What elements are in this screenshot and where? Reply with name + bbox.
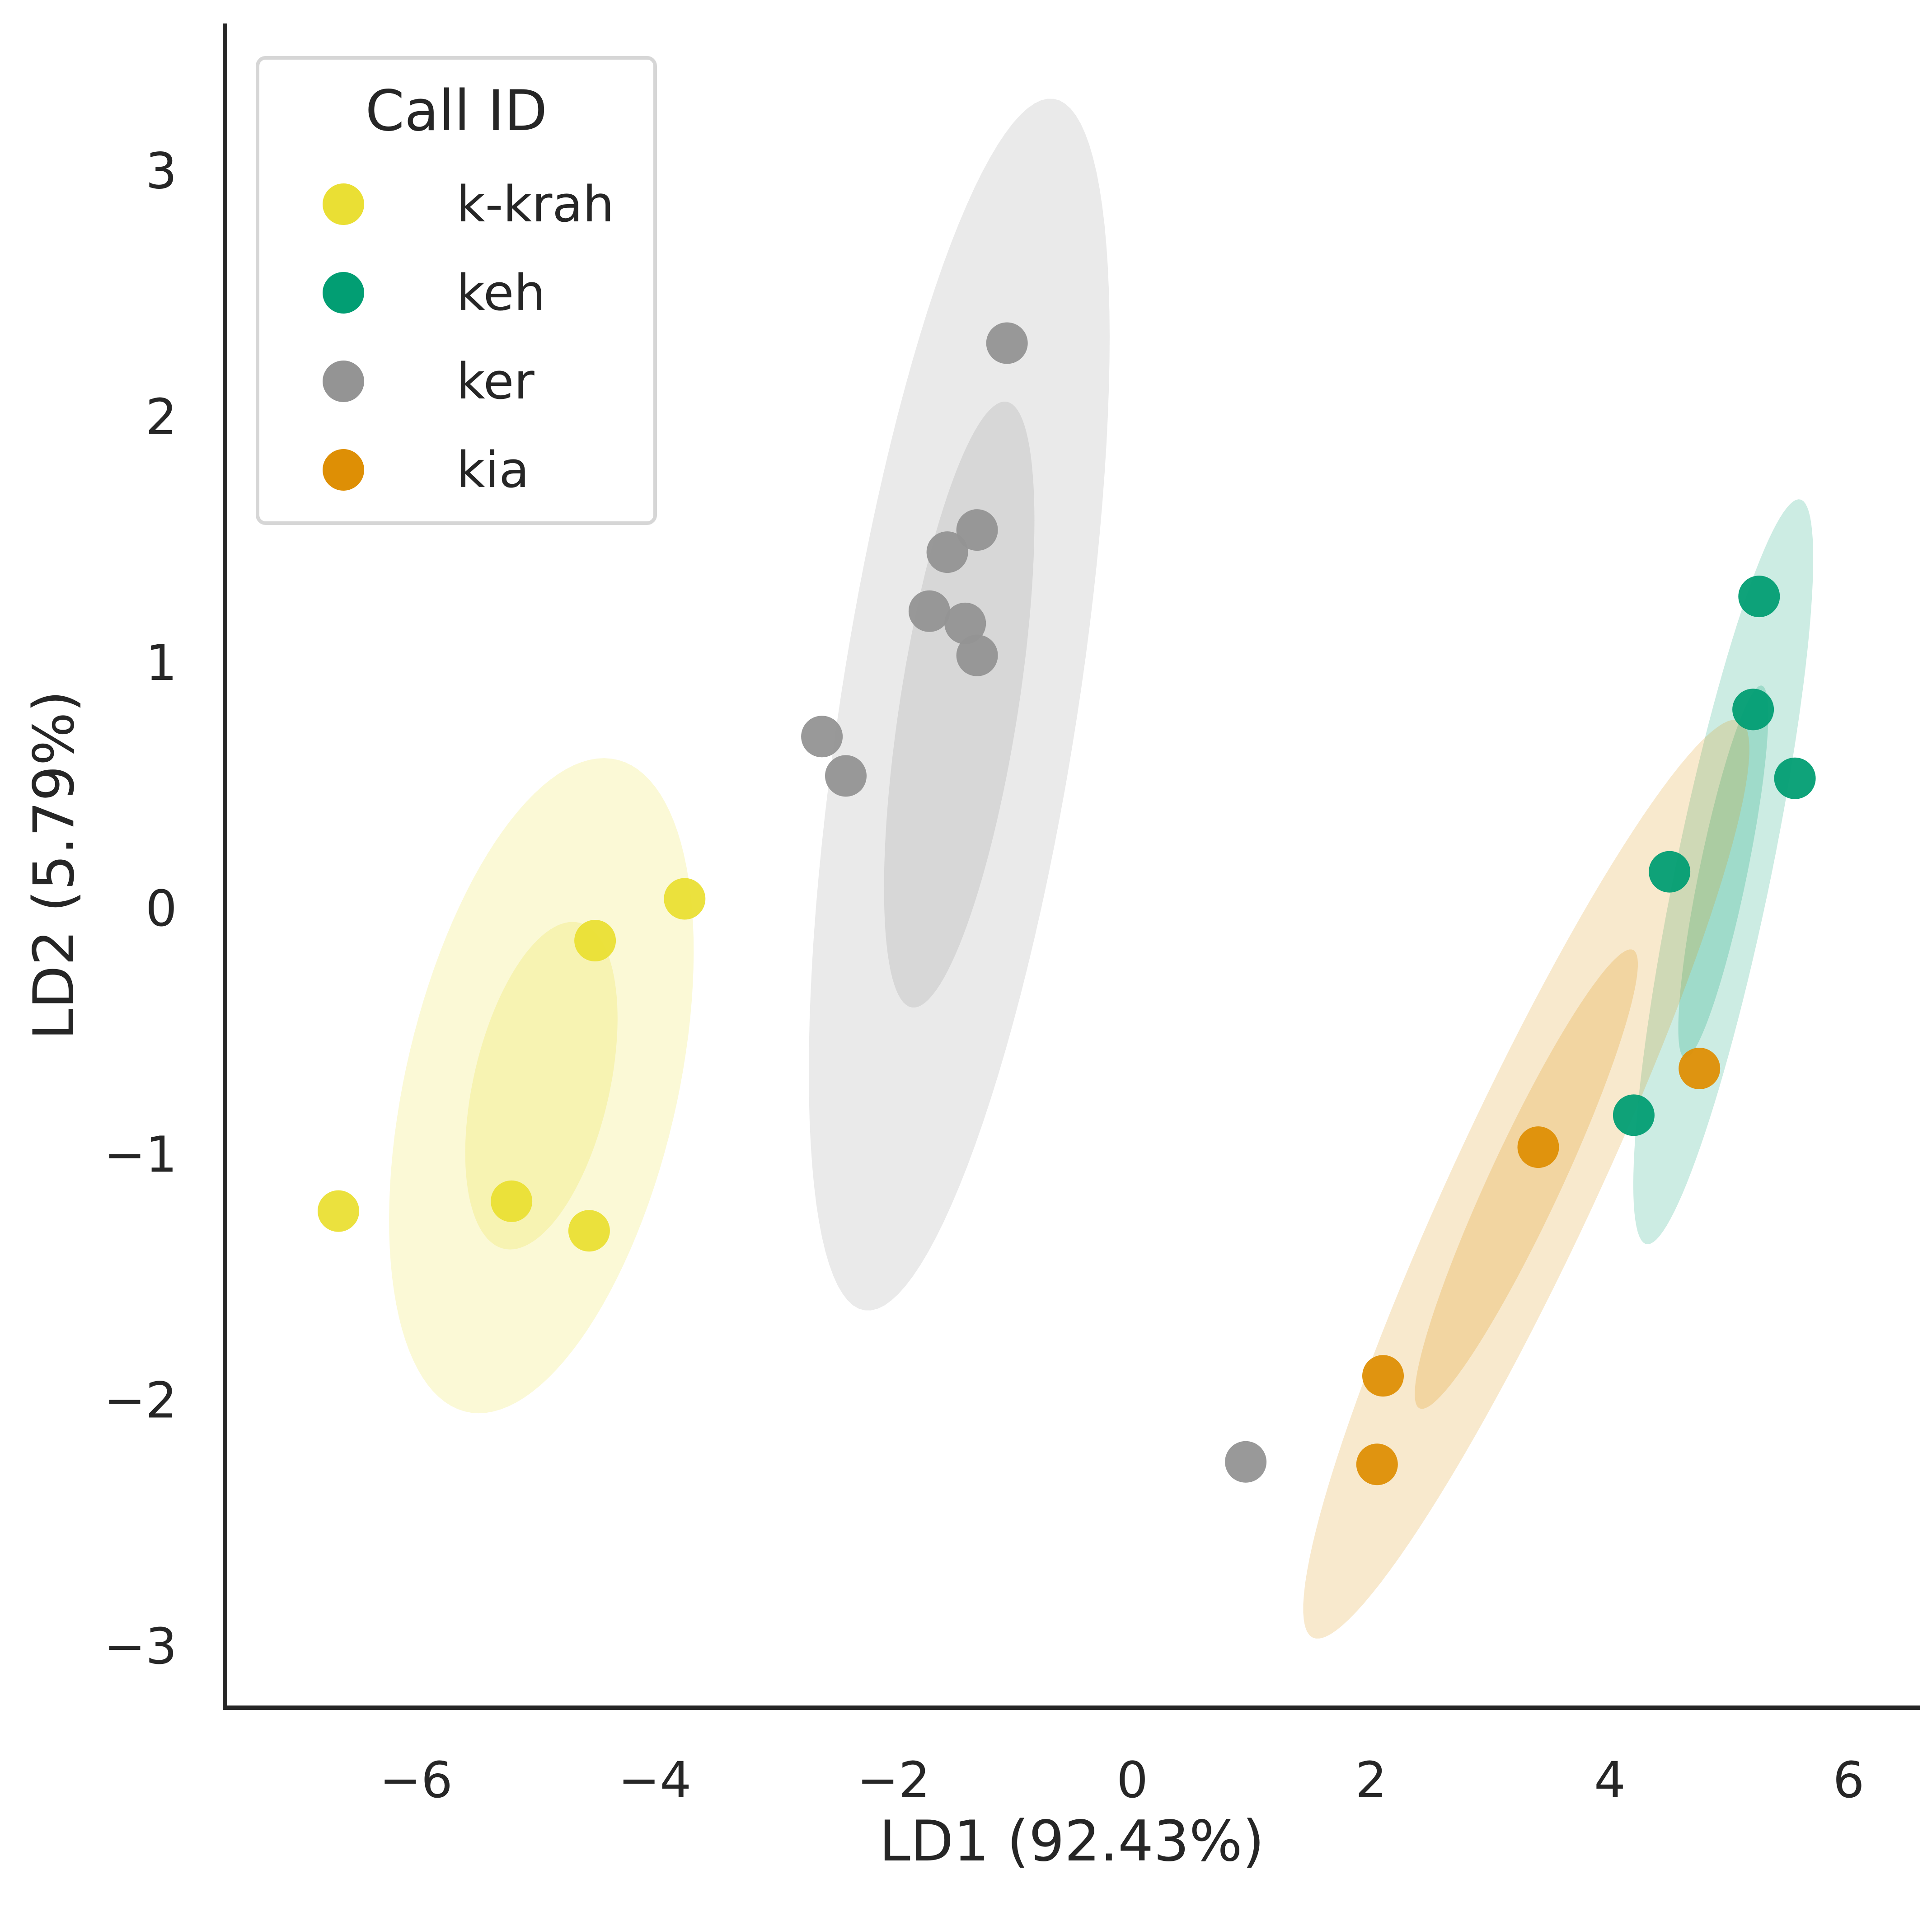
legend-marker-k-krah xyxy=(323,183,364,225)
legend-marker-kia xyxy=(323,449,364,491)
keh-inner-ellipse xyxy=(1678,685,1768,1058)
keh-point xyxy=(1732,689,1774,731)
legend-marker-ker xyxy=(323,361,364,402)
keh-point xyxy=(1738,576,1780,618)
ker-outer-ellipse xyxy=(809,98,1110,1311)
x-tick-label: 2 xyxy=(1355,1751,1387,1809)
y-tick-label: −1 xyxy=(104,1126,177,1184)
x-tick-label: 0 xyxy=(1116,1751,1148,1809)
legend-items: k-krah keh ker kia xyxy=(323,175,614,499)
kia-point xyxy=(1356,1443,1398,1485)
ker-point xyxy=(944,602,986,644)
y-tick-label: 0 xyxy=(145,880,177,937)
ker-inner-ellipse xyxy=(884,402,1035,1007)
kia-point xyxy=(1362,1355,1404,1397)
x-tick-label: 4 xyxy=(1594,1751,1626,1809)
ker-point xyxy=(956,634,998,676)
y-tick-label: 3 xyxy=(145,142,177,200)
legend-title: Call ID xyxy=(366,79,548,144)
legend-label-keh: keh xyxy=(456,264,545,322)
k-krah-point xyxy=(568,1210,610,1252)
k-krah-point xyxy=(664,878,706,920)
legend-frame xyxy=(256,56,657,525)
k-krah-point xyxy=(491,1180,533,1222)
legend-label-kia: kia xyxy=(456,441,530,499)
legend: Call ID k-krah keh ker kia xyxy=(256,56,657,525)
kia-outer-ellipse xyxy=(1303,720,1749,1639)
legend-marker-keh xyxy=(323,272,364,314)
x-axis-title: LD1 (92.43%) xyxy=(879,1809,1264,1874)
y-tick-label: −2 xyxy=(104,1372,177,1429)
legend-label-ker: ker xyxy=(456,352,535,410)
confidence-ellipses xyxy=(389,98,1814,1639)
k-krah-outer-ellipse xyxy=(389,758,694,1414)
ker-point xyxy=(908,590,950,632)
keh-point xyxy=(1613,1094,1655,1136)
ker-point xyxy=(1225,1441,1267,1483)
ker-point xyxy=(801,716,843,758)
ker-point xyxy=(956,509,998,551)
kia-inner-ellipse xyxy=(1415,949,1638,1409)
ker-point xyxy=(926,531,968,573)
k-krah-inner-ellipse xyxy=(465,922,618,1250)
k-krah-point xyxy=(318,1190,359,1232)
y-tick-label: −3 xyxy=(104,1617,177,1675)
k-krah-point xyxy=(574,920,616,961)
scatter-points xyxy=(318,322,1816,1485)
y-axis-title: LD2 (5.79%) xyxy=(22,690,87,1040)
kia-point xyxy=(1679,1048,1721,1089)
y-tick-label: 2 xyxy=(145,388,177,446)
x-tick-label: −6 xyxy=(380,1751,453,1809)
keh-outer-ellipse xyxy=(1633,499,1814,1245)
x-axis-ticks: −6 −4 −2 0 2 4 6 xyxy=(380,1751,1865,1809)
x-tick-label: 6 xyxy=(1833,1751,1865,1809)
legend-label-k-krah: k-krah xyxy=(456,175,614,233)
y-tick-label: 1 xyxy=(145,634,177,692)
x-tick-label: −4 xyxy=(618,1751,691,1809)
keh-point xyxy=(1774,757,1816,799)
ker-point xyxy=(825,755,867,797)
ker-point xyxy=(986,322,1028,364)
kia-point xyxy=(1517,1126,1559,1168)
keh-point xyxy=(1649,851,1691,893)
y-axis-ticks: −3 −2 −1 0 1 2 3 xyxy=(104,142,177,1675)
x-tick-label: −2 xyxy=(857,1751,930,1809)
